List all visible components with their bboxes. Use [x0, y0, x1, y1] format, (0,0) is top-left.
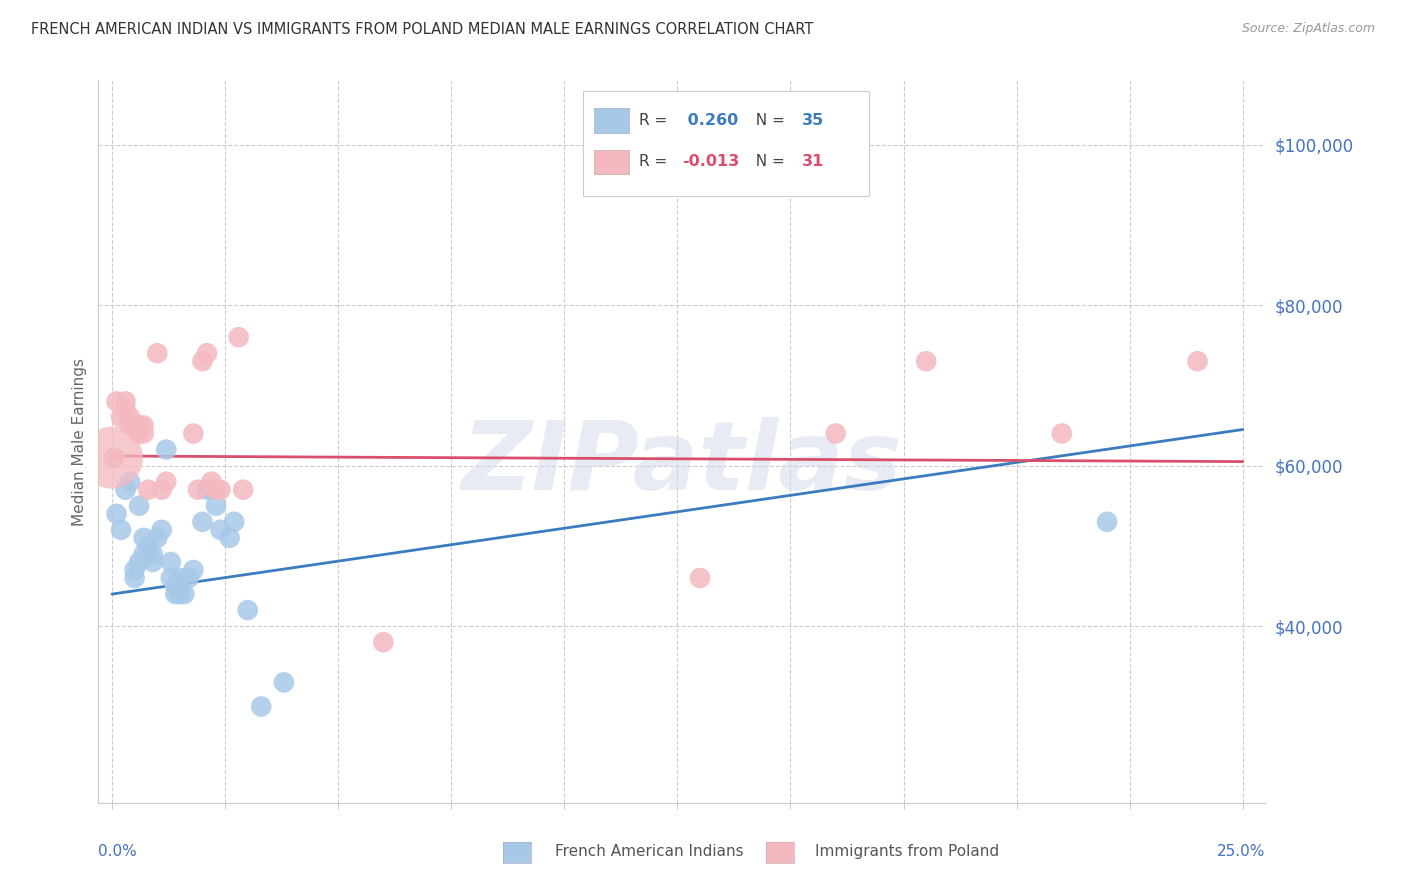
Point [183, 563, 205, 577]
Point [124, 418, 146, 433]
Point [218, 531, 240, 545]
Point [689, 571, 711, 585]
Point [187, 483, 209, 497]
Point [236, 603, 259, 617]
Point [373, 635, 395, 649]
Point [132, 547, 155, 561]
Point [205, 483, 228, 497]
Point [177, 571, 200, 585]
Point [101, 450, 124, 465]
Text: Immigrants from Poland: Immigrants from Poland [815, 845, 1000, 859]
Point [124, 571, 146, 585]
Point [136, 483, 159, 497]
Point [169, 571, 191, 585]
Point [103, 450, 125, 465]
Point [195, 346, 218, 360]
Point [146, 531, 169, 545]
Text: N =: N = [747, 113, 790, 128]
Point [110, 523, 132, 537]
Point [228, 330, 250, 344]
Point [105, 394, 128, 409]
Text: 25.0%: 25.0% [1218, 845, 1265, 859]
Point [915, 354, 938, 368]
Point [120, 410, 142, 425]
Point [159, 571, 181, 585]
Point [124, 563, 146, 577]
Point [200, 475, 222, 489]
Text: French American Indians: French American Indians [555, 845, 744, 859]
Text: ZIPatlas: ZIPatlas [461, 417, 903, 509]
Point [136, 539, 159, 553]
Point [128, 426, 150, 441]
Point [155, 475, 177, 489]
Point [120, 475, 142, 489]
Point [110, 410, 132, 425]
Point [200, 483, 222, 497]
Point [132, 531, 155, 545]
Point [105, 507, 128, 521]
Text: 0.0%: 0.0% [98, 845, 138, 859]
Point [250, 699, 273, 714]
Point [1095, 515, 1118, 529]
Point [1050, 426, 1073, 441]
Point [224, 515, 246, 529]
Text: 31: 31 [801, 154, 824, 169]
Point [169, 587, 191, 601]
Bar [595, 150, 630, 174]
Point [273, 675, 295, 690]
Text: N =: N = [747, 154, 790, 169]
Point [132, 418, 155, 433]
Text: R =: R = [638, 154, 672, 169]
Point [146, 346, 169, 360]
Point [165, 579, 187, 593]
Point [150, 523, 173, 537]
Point [191, 515, 214, 529]
Point [114, 483, 136, 497]
Point [120, 418, 142, 433]
Point [155, 442, 177, 457]
Point [1187, 354, 1209, 368]
FancyBboxPatch shape [582, 91, 869, 196]
Point [150, 483, 173, 497]
Point [114, 394, 136, 409]
Text: 35: 35 [801, 113, 824, 128]
Point [183, 426, 205, 441]
Point [205, 499, 228, 513]
Text: 0.260: 0.260 [682, 113, 738, 128]
Point [191, 354, 214, 368]
Point [195, 483, 218, 497]
Text: Source: ZipAtlas.com: Source: ZipAtlas.com [1241, 22, 1375, 36]
Point [128, 418, 150, 433]
Text: FRENCH AMERICAN INDIAN VS IMMIGRANTS FROM POLAND MEDIAN MALE EARNINGS CORRELATIO: FRENCH AMERICAN INDIAN VS IMMIGRANTS FRO… [31, 22, 813, 37]
Y-axis label: Median Male Earnings: Median Male Earnings [72, 358, 87, 525]
Point [142, 547, 165, 561]
Point [173, 587, 195, 601]
Point [689, 169, 711, 184]
Point [824, 426, 846, 441]
Point [128, 555, 150, 569]
Point [232, 483, 254, 497]
Point [124, 418, 146, 433]
Point [165, 587, 187, 601]
Point [209, 523, 232, 537]
Point [114, 402, 136, 417]
Text: -0.013: -0.013 [682, 154, 740, 169]
Point [159, 555, 181, 569]
Point [128, 499, 150, 513]
Text: R =: R = [638, 113, 672, 128]
Point [209, 483, 232, 497]
Bar [595, 109, 630, 133]
Point [132, 426, 155, 441]
Point [142, 555, 165, 569]
